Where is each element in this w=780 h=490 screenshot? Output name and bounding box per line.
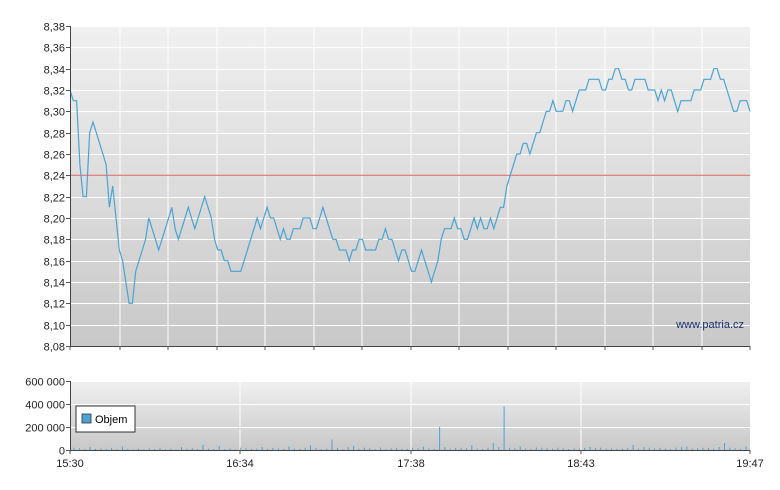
price-line — [69, 68, 751, 304]
price-ytick-label: 8,26 — [44, 150, 65, 162]
price-ytick-label: 8,18 — [44, 235, 65, 247]
x-tick-label: 16:34 — [226, 458, 254, 470]
watermark: www.patria.cz — [675, 319, 744, 331]
volume-ytick-label: 0 — [59, 446, 65, 458]
price-ytick-label: 8,20 — [44, 214, 65, 226]
price-ytick-label: 8,32 — [44, 86, 65, 98]
price-plot-area — [70, 26, 750, 346]
volume-ytick-label: 400 000 — [25, 400, 65, 412]
x-tick-label: 19:47 — [736, 458, 764, 470]
price-ytick-label: 8,08 — [44, 342, 65, 354]
volume-plot-area — [70, 381, 750, 450]
price-ytick-label: 8,12 — [44, 299, 65, 311]
price-ytick-label: 8,34 — [44, 65, 65, 77]
x-tick-label: 17:38 — [397, 458, 425, 470]
price-ytick-label: 8,16 — [44, 257, 65, 269]
price-ytick-label: 8,38 — [44, 22, 65, 34]
price-ytick-label: 8,14 — [44, 278, 65, 290]
x-tick-label: 18:43 — [567, 458, 595, 470]
x-tick-label: 15:30 — [56, 458, 84, 470]
price-ytick-label: 8,36 — [44, 43, 65, 55]
price-ytick-label: 8,30 — [44, 107, 65, 119]
price-ytick-label: 8,10 — [44, 321, 65, 333]
price-ytick-label: 8,22 — [44, 193, 65, 205]
price-ytick-label: 8,28 — [44, 129, 65, 141]
price-ytick-label: 8,24 — [44, 171, 65, 183]
legend-label: Objem — [95, 414, 127, 426]
legend-swatch — [81, 413, 92, 424]
volume-ytick-label: 200 000 — [25, 423, 65, 435]
volume-ytick-label: 600 000 — [25, 377, 65, 389]
